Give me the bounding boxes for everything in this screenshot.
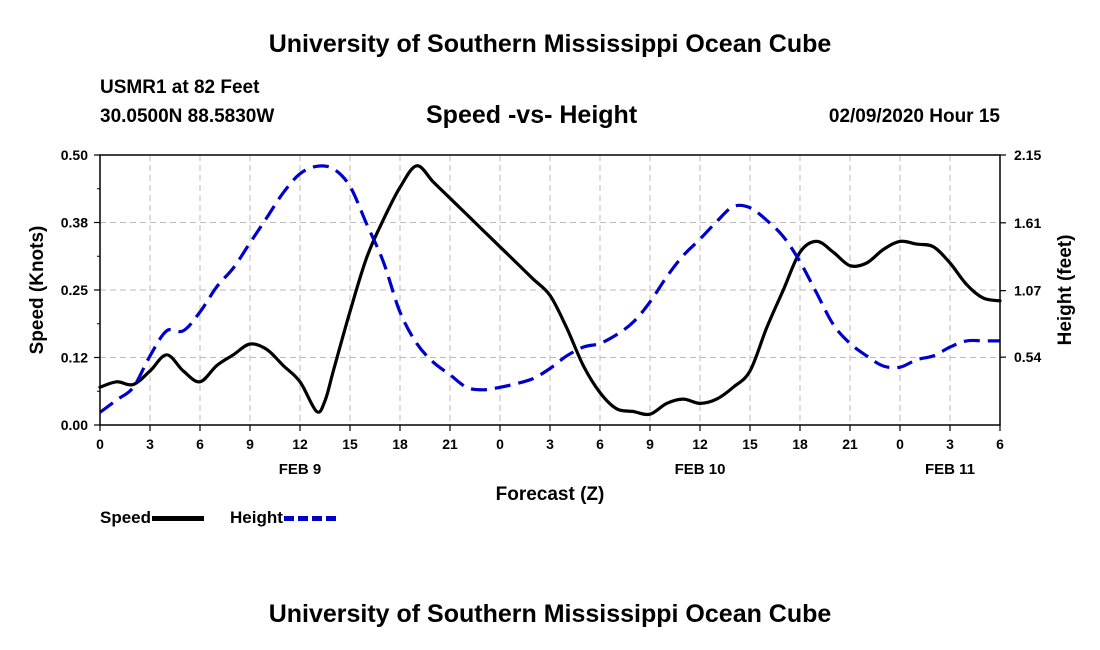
y2-tick-label: 0.54 [1014,349,1041,365]
legend-height: Height [230,508,336,528]
x-tick-label: 6 [996,436,1004,452]
x-tick-label: 6 [196,436,204,452]
x-tick-label: 3 [146,436,154,452]
legend-height-label: Height [230,508,283,527]
y-tick-label: 0.38 [61,215,88,231]
day-label: FEB 11 [925,461,975,478]
day-label: FEB 9 [279,461,322,478]
legend-speed: Speed [100,508,205,528]
datetime-label: 02/09/2020 Hour 15 [828,106,1000,127]
day-label: FEB 10 [675,461,726,478]
x-tick-label: 15 [342,436,358,452]
y2-tick-label: 1.61 [1014,215,1041,231]
x-tick-label: 21 [842,436,858,452]
footer-title: University of Southern Mississippi Ocean… [268,600,832,628]
y-axis-label: Speed (Knots) [27,226,48,355]
y2-tick-label: 1.07 [1014,283,1041,299]
ticks [94,154,1006,431]
x-tick-label: 18 [392,436,408,452]
x-tick-label: 12 [292,436,308,452]
x-tick-label: 9 [646,436,654,452]
chart-title: University of Southern Mississippi Ocean… [268,30,832,58]
x-axis-label: Forecast (Z) [496,484,605,505]
legend-height-swatch [283,516,336,522]
x-tick-label: 6 [596,436,604,452]
x-tick-label: 0 [896,436,904,452]
x-tick-label: 9 [246,436,254,452]
tick-labels: 0 3 6 9 12 15 18 21 0 3 6 9 12 15 18 21 0 3 6 0.00 0.12 0.25 0… [61,147,1042,478]
x-tick-label: 12 [692,436,708,452]
y2-axis-label: Height (feet) [1055,235,1076,346]
y-tick-label: 0.00 [61,417,88,433]
x-tick-label: 0 [96,436,104,452]
legend-speed-label: Speed [100,508,152,527]
station-label: USMR1 at 82 Feet [100,77,260,98]
x-tick-label: 3 [946,436,954,452]
x-tick-label: 0 [496,436,504,452]
x-tick-label: 3 [546,436,554,452]
x-tick-label: 15 [742,436,758,452]
y-tick-label: 0.12 [61,350,88,366]
x-tick-label: 21 [442,436,458,452]
x-tick-label: 18 [792,436,808,452]
series-layer [98,164,1002,417]
y-tick-label: 0.50 [61,147,88,163]
y2-tick-label: 2.15 [1014,147,1041,163]
series-height-line [99,164,1000,414]
legend-speed-swatch [152,516,205,522]
coordinates-label: 30.0500N 88.5830W [100,106,275,127]
series-speed-line [98,164,1002,417]
chart-subtitle: Speed -vs- Height [426,101,638,129]
grid [100,155,1000,425]
y-tick-label: 0.25 [61,282,88,298]
